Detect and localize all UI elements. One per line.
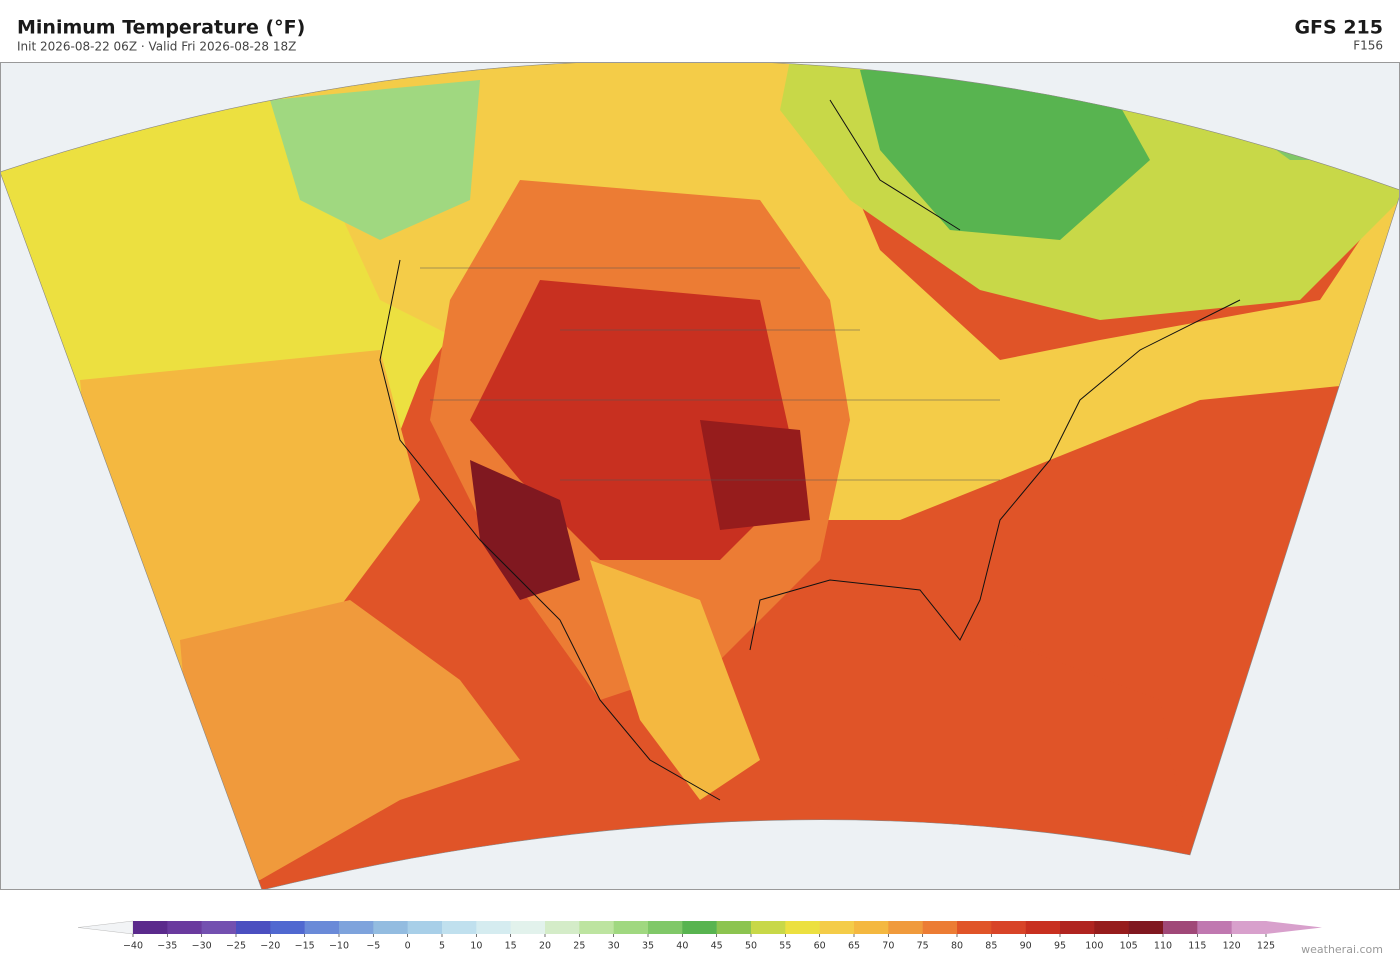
colorbar-tick-label: 70 xyxy=(882,941,894,952)
colorbar-tick-label: 15 xyxy=(505,941,517,952)
colorbar-bin xyxy=(888,921,923,934)
forecast-hour: F156 xyxy=(1353,39,1383,53)
colorbar-bin xyxy=(270,921,305,934)
model: GFS 215 xyxy=(1294,17,1383,39)
colorbar-bin xyxy=(1197,921,1232,934)
coastline xyxy=(379,99,1241,801)
colorbar: −40 −35 −30 −25 −20 −15 −10 −5 0 5 10 15 20 25 30 35 40 4… xyxy=(77,920,1322,952)
colorbar-tick-label: −30 xyxy=(192,941,212,952)
colorbar-tick-label: 95 xyxy=(1054,941,1066,952)
colorbar-bin xyxy=(373,921,408,934)
colorbar-tick-label: 40 xyxy=(676,941,688,952)
colorbar-tick-label: −15 xyxy=(295,941,315,952)
colorbar-tick-label: 30 xyxy=(608,941,620,952)
colorbar-bin xyxy=(545,921,580,934)
colorbar-tick-label: 105 xyxy=(1120,941,1138,952)
colorbar-bin xyxy=(476,921,511,934)
subtitle: Init 2026-08-22 06Z · Valid Fri 2026-08-… xyxy=(17,40,296,54)
colorbar-tick-label: 60 xyxy=(814,941,826,952)
colorbar-bin xyxy=(957,921,992,934)
colorbar-tick-label: 90 xyxy=(1020,941,1032,952)
colorbar-tick-label: 35 xyxy=(642,941,654,952)
colorbar-tick-label: 50 xyxy=(745,941,757,952)
temperature-field xyxy=(0,62,1400,890)
watermark: weatherai.com xyxy=(1301,943,1383,956)
colorbar-tick-label: −5 xyxy=(366,941,380,952)
colorbar-tick-label: 75 xyxy=(917,941,929,952)
colorbar-tick-label: −10 xyxy=(329,941,349,952)
colorbar-bin xyxy=(510,921,546,934)
colorbar-tick-label: 25 xyxy=(573,941,585,952)
colorbar-tick-label: −25 xyxy=(226,941,246,952)
colorbar-tick-label: 125 xyxy=(1257,941,1275,952)
colorbar-tick-label: −40 xyxy=(123,941,143,952)
colorbar-bin xyxy=(648,921,683,934)
colorbar-bin xyxy=(579,921,614,934)
colorbar-bin xyxy=(613,921,649,934)
colorbar-bin xyxy=(167,921,202,934)
colorbar-bin xyxy=(991,921,1026,934)
colorbar-tick-label: 5 xyxy=(439,941,445,952)
colorbar-bin xyxy=(304,921,340,934)
colorbar-tick-label: 20 xyxy=(539,941,551,952)
colorbar-bin xyxy=(785,921,820,934)
domain-edge xyxy=(0,62,1400,890)
colorbar-under xyxy=(77,920,134,935)
colorbar-bin xyxy=(854,921,889,934)
colorbar-bin xyxy=(1163,921,1198,934)
colorbar-bin xyxy=(1094,921,1129,934)
colorbar-tick-label: 120 xyxy=(1223,941,1241,952)
colorbar-bin xyxy=(751,921,786,934)
colorbar-tick-label: −35 xyxy=(157,941,177,952)
colorbar-tick-label: 110 xyxy=(1154,941,1172,952)
colorbar-bin xyxy=(1060,921,1095,934)
borders xyxy=(420,267,1000,481)
colorbar-bin xyxy=(922,921,958,934)
colorbar-bin xyxy=(819,921,855,934)
colorbar-tick-label: 85 xyxy=(985,941,997,952)
colorbar-bin xyxy=(407,921,443,934)
colorbar-bin xyxy=(1128,921,1164,934)
colorbar-tick-label: 100 xyxy=(1085,941,1103,952)
colorbar-bin xyxy=(716,921,752,934)
colorbar-over xyxy=(1266,921,1322,934)
colorbar-tick-label: 10 xyxy=(470,941,482,952)
colorbar-bin xyxy=(339,921,374,934)
colorbar-bin xyxy=(442,921,477,934)
colorbar-bin xyxy=(133,921,168,934)
colorbar-bin xyxy=(1025,921,1061,934)
colorbar-tick-label: 115 xyxy=(1188,941,1206,952)
title: Minimum Temperature (°F) xyxy=(17,17,305,39)
colorbar-bin xyxy=(682,921,717,934)
colorbar-bin xyxy=(201,921,237,934)
colorbar-bin xyxy=(236,921,271,934)
colorbar-tick-label: 45 xyxy=(711,941,723,952)
colorbar-bin xyxy=(1231,921,1267,934)
map xyxy=(0,62,1400,890)
colorbar-tick-label: 0 xyxy=(405,941,411,952)
colorbar-tick-label: 80 xyxy=(951,941,963,952)
colorbar-tick-label: −20 xyxy=(260,941,280,952)
colorbar-tick-label: 55 xyxy=(779,941,791,952)
colorbar-tick-label: 65 xyxy=(848,941,860,952)
